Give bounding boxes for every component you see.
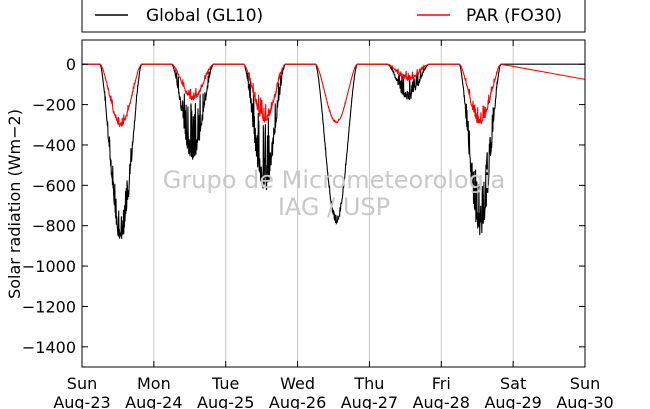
legend-label-global: Global (GL10): [146, 6, 263, 26]
plot-frame: [81, 39, 586, 368]
y-tick-label: −1400: [22, 338, 76, 357]
x-tick-day: Thu: [353, 374, 384, 393]
x-tick-date: Aug-27: [341, 393, 398, 409]
y-tick-label: −1200: [22, 297, 76, 316]
x-tick-date: Aug-30: [556, 393, 613, 409]
series-lines: [82, 63, 586, 239]
x-tick-day: Fri: [432, 374, 451, 393]
x-axis-ticks: SunAug-23MonAug-24TueAug-25WedAug-26ThuA…: [53, 40, 614, 409]
x-tick-date: Aug-23: [53, 393, 110, 409]
y-axis-ticks: 0 −200 −400 −600 −800 −1000 −1200 −1400: [22, 55, 585, 357]
x-tick-date: Aug-29: [484, 393, 541, 409]
y-tick-label: −1000: [22, 257, 76, 276]
series-line-par: [82, 63, 586, 128]
x-tick-day: Mon: [137, 374, 171, 393]
x-tick-date: Aug-25: [197, 393, 254, 409]
y-tick-label: −800: [32, 217, 76, 236]
y-tick-label: −400: [32, 136, 76, 155]
x-tick-day: Sun: [570, 374, 600, 393]
x-tick-day: Sun: [67, 374, 97, 393]
y-tick-label: −600: [32, 176, 76, 195]
y-axis-label: Solar radiation (Wm−2): [5, 109, 24, 299]
grid-lines: [153, 40, 514, 367]
watermark-line-1: Grupo de Micrometeorologia: [163, 166, 505, 194]
x-tick-day: Sat: [500, 374, 526, 393]
x-tick-date: Aug-24: [125, 393, 182, 409]
x-tick-day: Tue: [211, 374, 239, 393]
legend-box: [81, 0, 586, 33]
legend: Global (GL10) PAR (FO30): [81, 0, 586, 33]
watermark-line-2: IAG / USP: [278, 193, 390, 221]
x-tick-date: Aug-26: [269, 393, 326, 409]
y-tick-label: 0: [66, 55, 76, 74]
y-tick-label: −200: [32, 96, 76, 115]
x-tick-day: Wed: [280, 374, 315, 393]
legend-label-par: PAR (FO30): [466, 6, 562, 26]
x-tick-date: Aug-28: [413, 393, 470, 409]
watermark: Grupo de Micrometeorologia IAG / USP: [163, 166, 505, 221]
